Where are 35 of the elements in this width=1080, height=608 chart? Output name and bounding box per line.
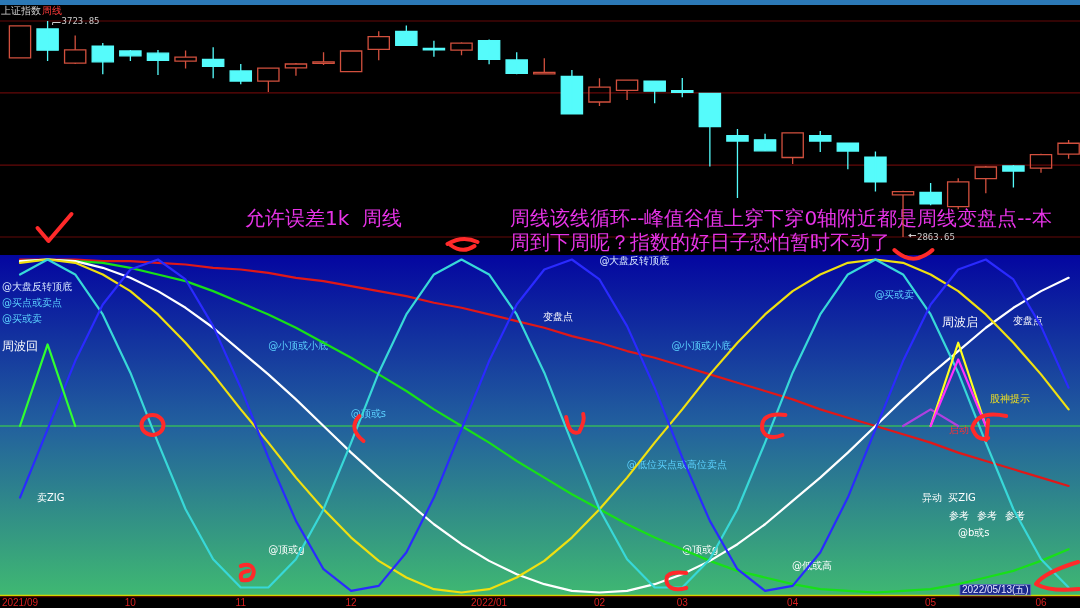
annotation: @买点或卖点 <box>2 297 62 308</box>
annotation: @买或卖 <box>874 289 915 300</box>
annotation: 参考 <box>949 510 970 521</box>
chart-title: 上证指数 <box>1 5 41 16</box>
annotation: 股神提示 <box>990 393 1031 404</box>
x-tick-label: 04 <box>787 597 799 608</box>
x-tick-label: 06 <box>1035 597 1047 608</box>
chart-subtitle: 周线 <box>42 5 62 16</box>
annotation: 参考 <box>1004 510 1025 521</box>
x-tick-label: 05 <box>925 597 937 608</box>
annotation: @大盘反转顶底 <box>599 255 670 266</box>
annotation: 参考 <box>977 510 998 521</box>
annotation: 允许误差1k 周线 <box>245 206 403 230</box>
x-tick-label: 10 <box>124 597 137 608</box>
annotation: 2022/05/13(五) <box>961 584 1029 595</box>
annotation: 2863.65 <box>917 232 955 242</box>
x-tick-label: 2021/09 <box>1 597 39 608</box>
annotation: 周波回 <box>2 339 38 353</box>
annotation: 异动 <box>922 492 943 503</box>
annotation: 周波启 <box>942 315 979 329</box>
annotation: 3723.85 <box>61 16 100 26</box>
annotation: 卖ZIG <box>36 492 65 503</box>
x-tick-label: 12 <box>345 597 358 608</box>
annotation: @买或卖 <box>2 313 42 324</box>
x-tick-label: 02 <box>593 597 606 608</box>
annotation: 启动 <box>949 424 970 435</box>
x-tick-label: 2022/01 <box>471 597 508 608</box>
annotation: 变盘点 <box>543 311 574 322</box>
annotation: @大盘反转顶底 <box>2 281 72 292</box>
x-tick-label: 11 <box>235 597 247 608</box>
annotation: 周到下周呢？指数的好日子恐怕暂时不动了 <box>510 230 890 254</box>
annotation: @b或s <box>958 527 990 538</box>
annotation: 买ZIG <box>948 492 976 503</box>
annotation: @小顶或小底 <box>671 340 732 351</box>
x-tick-label: 03 <box>676 597 689 608</box>
